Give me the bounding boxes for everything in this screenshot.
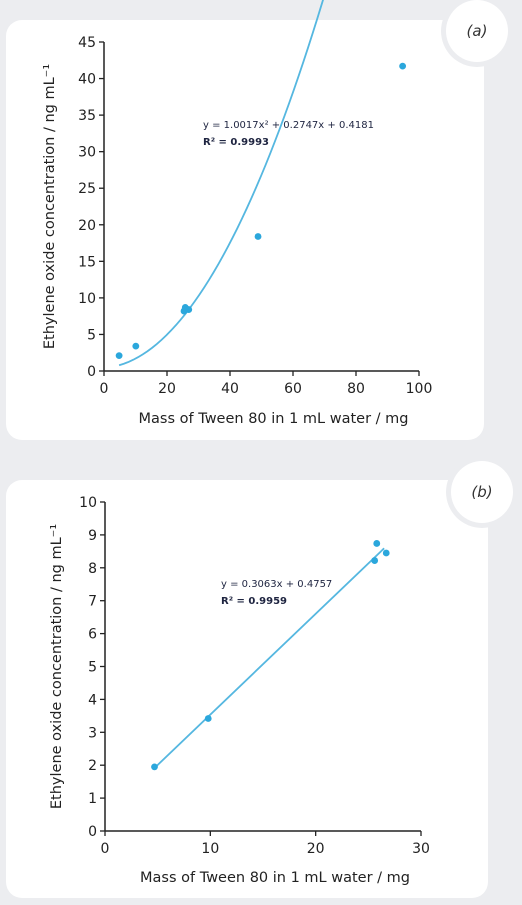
y-tick-label: 40 (78, 72, 96, 88)
data-point (185, 306, 193, 313)
y-tick-label: 8 (88, 561, 97, 577)
fit-r-squared: R² = 0.9993 (203, 137, 269, 148)
x-tick-label: 0 (100, 381, 109, 397)
y-tick-label: 9 (88, 528, 97, 544)
fit-line (118, 0, 324, 367)
y-tick-label: 20 (78, 218, 96, 234)
data-point (204, 715, 212, 722)
data-point (382, 549, 390, 557)
data-point (371, 557, 379, 564)
y-tick-label: 5 (88, 660, 97, 676)
x-tick-label: 40 (221, 381, 239, 397)
y-tick-label: 10 (78, 291, 96, 307)
panel-label-a: (a) (466, 22, 488, 40)
x-tick-label: 20 (158, 381, 176, 397)
y-tick-label: 0 (87, 364, 96, 380)
data-point (373, 540, 381, 547)
fit-line (153, 547, 385, 769)
data-point (254, 233, 262, 240)
panel-label-badge-b: (b) (451, 461, 513, 523)
data-point (115, 352, 123, 360)
x-tick-label: 100 (406, 381, 433, 397)
y-tick-label: 1 (88, 791, 97, 807)
x-tick-label: 30 (412, 841, 430, 857)
data-point (399, 62, 407, 70)
x-tick-label: 80 (347, 381, 365, 397)
chart-panel-a (6, 20, 484, 440)
chart-panel-b (6, 480, 488, 898)
x-tick-label: 0 (101, 841, 110, 857)
y-tick-label: 2 (88, 758, 97, 774)
x-axis-label: Mass of Tween 80 in 1 mL water / mg (139, 411, 409, 427)
y-tick-label: 0 (88, 824, 97, 840)
y-tick-label: 15 (78, 254, 96, 270)
fit-equation: y = 0.3063x + 0.4757 (221, 579, 332, 590)
data-point (132, 342, 140, 350)
y-tick-label: 5 (87, 327, 96, 343)
x-tick-label: 60 (284, 381, 302, 397)
x-axis-label: Mass of Tween 80 in 1 mL water / mg (140, 870, 410, 886)
x-tick-label: 20 (307, 841, 325, 857)
fit-r-squared: R² = 0.9959 (221, 596, 287, 607)
y-axis-label: Ethylene oxide concentration / ng mL⁻¹ (42, 64, 58, 349)
y-tick-label: 10 (79, 495, 97, 511)
y-tick-label: 6 (88, 627, 97, 643)
panel-label-b: (b) (471, 483, 493, 501)
y-tick-label: 30 (78, 145, 96, 161)
fit-equation: y = 1.0017x² + 0.2747x + 0.4181 (203, 120, 374, 131)
y-tick-label: 25 (78, 181, 96, 197)
data-point (151, 763, 158, 771)
y-tick-label: 7 (88, 594, 97, 610)
y-tick-label: 4 (88, 692, 97, 708)
panel-label-badge-a: (a) (446, 0, 508, 62)
y-tick-label: 3 (88, 725, 97, 741)
y-tick-label: 45 (78, 35, 96, 51)
x-tick-label: 10 (201, 841, 219, 857)
y-axis-label: Ethylene oxide concentration / ng mL⁻¹ (49, 524, 65, 809)
y-tick-label: 35 (78, 108, 96, 124)
